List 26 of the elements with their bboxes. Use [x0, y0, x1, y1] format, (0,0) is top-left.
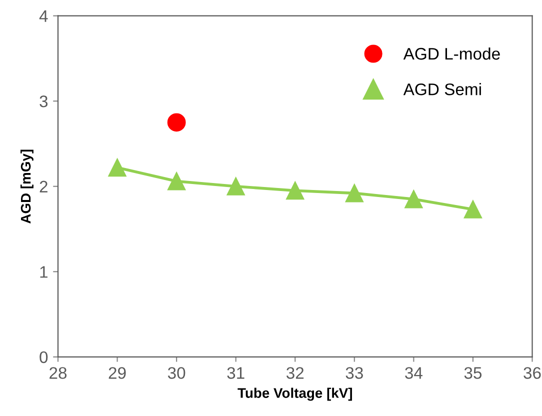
legend-label: AGD L-mode	[403, 47, 500, 60]
point	[167, 113, 186, 132]
point	[168, 172, 186, 190]
x-tick-label: 35	[464, 367, 482, 379]
y-tick-label: 3	[40, 95, 48, 108]
y-tick-label: 4	[39, 10, 48, 22]
x-tick-label: 36	[524, 367, 541, 379]
y-tick-label: 0	[40, 351, 48, 364]
point	[226, 177, 245, 196]
y-tick-label: 1	[40, 266, 48, 278]
x-tick-label: 34	[405, 367, 422, 379]
point	[345, 184, 364, 202]
point	[464, 200, 482, 218]
x-tick-label: 32	[286, 367, 304, 379]
point	[404, 190, 423, 208]
legend-label: AGD Semi	[403, 83, 481, 96]
x-tick-label: 28	[50, 367, 67, 379]
point	[286, 182, 304, 200]
x-tick-label: 30	[168, 367, 186, 379]
x-tick-label: 31	[227, 367, 244, 379]
x-tick-label: 29	[108, 367, 126, 379]
y-axis-title: AGD [mGy]	[20, 150, 34, 224]
x-tick-label: 33	[346, 367, 363, 379]
point	[108, 158, 126, 177]
y-tick-label: 2	[40, 180, 48, 192]
x-axis-title: Tube Voltage [kV]	[238, 388, 352, 401]
